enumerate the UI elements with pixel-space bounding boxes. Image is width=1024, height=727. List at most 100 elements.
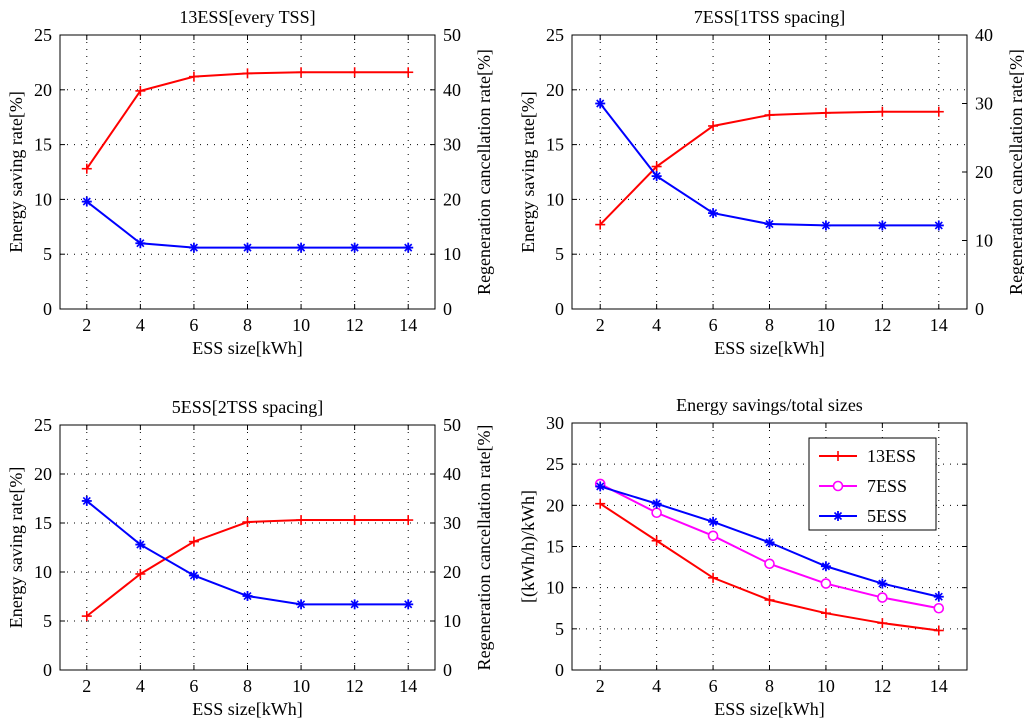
data-point [81,495,92,506]
chart-1: 2 4 6 8 10 12 14 0 5 10 15 20 25 0 10 20 30 40 50 13ESS[eve… [6,7,494,358]
y2-tick-label: 0 [975,299,984,319]
data-point [242,591,253,602]
x-tick-label: 8 [243,676,252,696]
series-regeneration-cancellation-rate [81,196,414,253]
data-point [135,85,146,96]
x-tick-label: 12 [346,676,364,696]
y2-tick-label: 40 [975,25,993,45]
data-point [708,208,719,219]
series-5ess [595,481,944,602]
data-point [877,220,888,231]
data-point [764,110,775,121]
data-point [349,67,360,78]
x-axis-label: ESS size[kWh] [192,699,302,719]
y2-axis-label: Regeneration cancellation rate[%] [474,425,494,671]
data-point [651,507,662,519]
series-line [599,102,939,227]
data-point [933,591,944,602]
data-point [820,220,831,231]
x-tick-label: 4 [652,315,661,335]
y-tick-label: 15 [546,135,564,155]
data-point [933,220,944,231]
x-axis-label: ESS size[kWh] [192,338,302,358]
data-point [135,238,146,249]
data-point [933,106,944,117]
chart-3: 2 4 6 8 10 12 14 0 5 10 15 20 25 0 10 20 30 40 50 5ESS[2TSS… [6,397,494,719]
data-point [135,539,146,550]
series-regeneration-cancellation-rate [595,98,944,231]
legend-item: 5ESS [819,506,907,526]
data-point [403,599,414,610]
y2-tick-label: 30 [443,135,461,155]
y-tick-label: 20 [546,80,564,100]
x-axis-label: ESS size[kWh] [714,338,824,358]
data-point [296,242,307,253]
plot-frame [59,424,436,671]
x-tick-label: 12 [346,315,364,335]
data-point [349,515,360,526]
data-point [933,625,944,636]
legend: 13ESS 7ESS 5ESS [808,437,937,531]
data-point [764,537,775,548]
legend-label: 7ESS [867,476,907,496]
legend-marker [832,480,844,492]
data-point [708,516,719,527]
data-point [877,592,888,603]
data-point [651,161,662,172]
data-point [188,536,199,547]
y-tick-label: 25 [546,454,564,474]
x-tick-label: 14 [930,676,948,696]
data-point [595,498,606,509]
legend-marker [833,511,843,521]
chart-2: 2 4 6 8 10 12 14 0 5 10 15 20 25 0 10 20 30 40 7ESS[1TSS s… [518,7,1024,358]
data-point [820,561,831,572]
legend-marker [833,451,843,461]
y-tick-label: 15 [546,537,564,557]
x-tick-label: 14 [930,315,948,335]
y2-tick-label: 20 [975,162,993,182]
x-tick-label: 14 [399,315,417,335]
x-tick-label: 14 [399,676,417,696]
data-point [764,219,775,230]
y-tick-label: 5 [555,619,564,639]
y2-tick-label: 10 [975,231,993,251]
legend-box [808,437,937,531]
data-point [403,242,414,253]
y-tick-label: 5 [43,611,52,631]
y2-tick-label: 0 [443,299,452,319]
x-tick-label: 6 [709,315,718,335]
data-point [349,242,360,253]
y2-tick-label: 0 [443,660,452,680]
data-point [708,120,719,131]
x-tick-label: 4 [136,315,145,335]
data-point [933,602,945,614]
x-tick-label: 12 [873,315,891,335]
data-point [188,71,199,82]
data-point [708,572,719,583]
chart-4: 2 4 6 8 10 12 14 0 5 10 15 20 25 30 Energy savings/tot… [518,395,968,719]
y2-tick-label: 50 [443,415,461,435]
data-point [296,599,307,610]
x-tick-label: 10 [292,315,310,335]
series-energy-saving-rate [595,106,944,230]
y-tick-label: 0 [555,660,564,680]
data-point [820,578,832,589]
data-point [877,618,888,629]
data-point [242,68,253,79]
data-point [820,107,831,118]
data-point [188,242,199,253]
series-line [86,519,409,617]
y-tick-label: 20 [34,80,52,100]
y-tick-label: 15 [34,513,52,533]
x-tick-label: 4 [652,676,661,696]
x-tick-label: 10 [817,676,835,696]
y-axis-label: Energy saving rate[%] [6,467,26,629]
chart-title: 13ESS[every TSS] [179,7,315,27]
series-7ess [594,478,945,614]
x-tick-label: 6 [189,315,198,335]
y-tick-label: 25 [34,415,52,435]
data-point [651,535,662,546]
data-point [820,608,831,619]
y-tick-label: 5 [555,244,564,264]
